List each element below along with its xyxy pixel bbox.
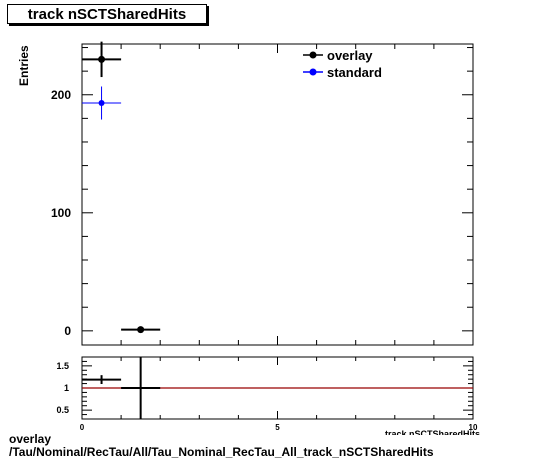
data-point (137, 326, 145, 334)
ratio-x-tick-label: 0 (80, 423, 85, 432)
legend-label: overlay (327, 48, 373, 63)
data-point (98, 55, 106, 63)
y-tick-label: 200 (51, 88, 71, 102)
ratio-plot: 0.5 1 1.5 0 5 10 (56, 356, 478, 432)
ratio-y-tick-label: 0.5 (56, 405, 69, 415)
ratio-y-tick-label: 1.5 (56, 361, 69, 371)
y-tick-label: 0 (64, 324, 71, 338)
legend-marker (309, 51, 317, 59)
chart-title: track nSCTSharedHits (7, 4, 207, 24)
main-plot-frame (81, 43, 474, 346)
y-tick-label: 100 (51, 206, 71, 220)
ratio-x-tick-label: 10 (469, 423, 478, 432)
ratio-x-tick-label: 5 (275, 423, 280, 432)
y-axis-label: Entries (17, 45, 31, 86)
footer-line-1: overlay (9, 432, 52, 446)
main-plot: 0 100 200 (51, 41, 474, 346)
footer-line-2: /Tau/Nominal/RecTau/All/Tau_Nominal_RecT… (9, 445, 434, 459)
data-point (98, 100, 105, 107)
ratio-y-tick-label: 1 (64, 383, 69, 393)
legend-marker (309, 68, 317, 76)
x-axis-label: track nSCTSharedHits (384, 429, 480, 435)
legend: overlay standard (303, 48, 382, 80)
legend-label: standard (327, 65, 382, 80)
